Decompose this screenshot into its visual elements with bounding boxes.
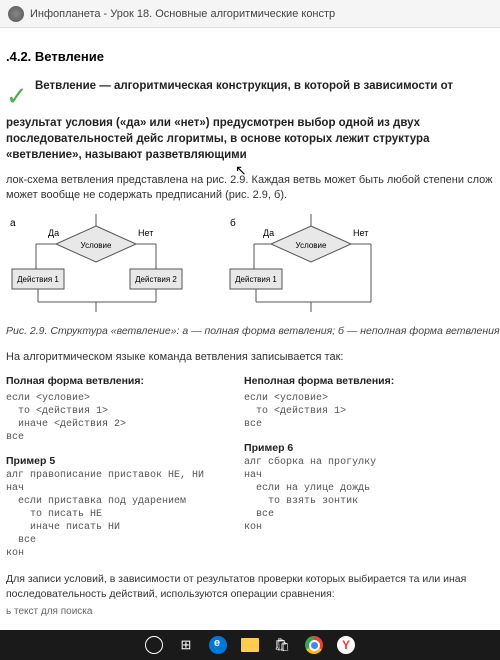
- partial-form-column: Неполная форма ветвления: если <условие>…: [244, 374, 394, 560]
- diagram-full-branch: а Условие Да Нет Действия 1: [6, 214, 206, 314]
- flowchart-diagrams: а Условие Да Нет Действия 1: [6, 214, 500, 314]
- search-hint: ь текст для поиска: [6, 605, 500, 619]
- store-icon[interactable]: 🛍: [272, 635, 292, 655]
- mouse-cursor-icon: ↖: [235, 162, 247, 179]
- svg-text:Нет: Нет: [353, 228, 368, 238]
- figure-caption: Рис. 2.9. Структура «ветвление»: а — пол…: [6, 324, 500, 339]
- intro-paragraph: лок-схема ветвления представлена на рис.…: [6, 173, 500, 204]
- edge-icon[interactable]: [208, 635, 228, 655]
- forms-row: Полная форма ветвления: если <условие> т…: [6, 374, 500, 560]
- action2-label: Действия 2: [135, 275, 177, 284]
- example5-code: алг правописание приставок НЕ, НИ нач ес…: [6, 469, 204, 560]
- chrome-icon[interactable]: [304, 635, 324, 655]
- section-heading: .4.2. Ветвление: [6, 48, 500, 66]
- full-form-column: Полная форма ветвления: если <условие> т…: [6, 374, 204, 560]
- lang-intro: На алгоритмическом языке команда ветвлен…: [6, 350, 500, 365]
- explorer-icon[interactable]: [240, 635, 260, 655]
- partial-form-code: если <условие> то <действия 1> все: [244, 392, 394, 431]
- checkmark-icon: ✓: [6, 78, 28, 114]
- diagram-partial-branch: б Условие Да Нет Действия 1: [226, 214, 396, 314]
- page-content: .4.2. Ветвление ✓ Ветвление — алгоритмич…: [0, 28, 500, 629]
- windows-taskbar[interactable]: ⊞ 🛍 Y: [0, 630, 500, 660]
- site-favicon: [8, 6, 24, 22]
- example6-code: алг сборка на прогулку нач если на улице…: [244, 456, 394, 534]
- partial-form-title: Неполная форма ветвления:: [244, 374, 394, 389]
- example6-title: Пример 6: [244, 441, 394, 456]
- browser-tab-bar: Инфопланета - Урок 18. Основные алгоритм…: [0, 0, 500, 28]
- task-view-icon[interactable]: ⊞: [176, 635, 196, 655]
- label-b: б: [230, 217, 236, 229]
- example5-title: Пример 5: [6, 454, 204, 469]
- action1-label: Действия 1: [17, 275, 59, 284]
- footer-paragraph: Для записи условий, в зависимости от рез…: [6, 572, 500, 601]
- yandex-icon[interactable]: Y: [336, 635, 356, 655]
- definition-block: ✓ Ветвление — алгоритмическая конструкци…: [6, 78, 500, 163]
- tab-title[interactable]: Инфопланета - Урок 18. Основные алгоритм…: [30, 8, 335, 20]
- svg-text:Условие: Условие: [296, 241, 327, 250]
- label-a: а: [10, 218, 16, 229]
- svg-text:Действия 1: Действия 1: [235, 275, 277, 284]
- full-form-title: Полная форма ветвления:: [6, 374, 204, 389]
- yes-label: Да: [48, 228, 59, 238]
- svg-text:Да: Да: [263, 228, 274, 238]
- no-label: Нет: [138, 228, 153, 238]
- definition-text: Ветвление — алгоритмическая конструкция,…: [6, 80, 453, 161]
- condition-label: Условие: [81, 241, 112, 250]
- full-form-code: если <условие> то <действия 1> иначе <де…: [6, 392, 204, 444]
- cortana-icon[interactable]: [144, 635, 164, 655]
